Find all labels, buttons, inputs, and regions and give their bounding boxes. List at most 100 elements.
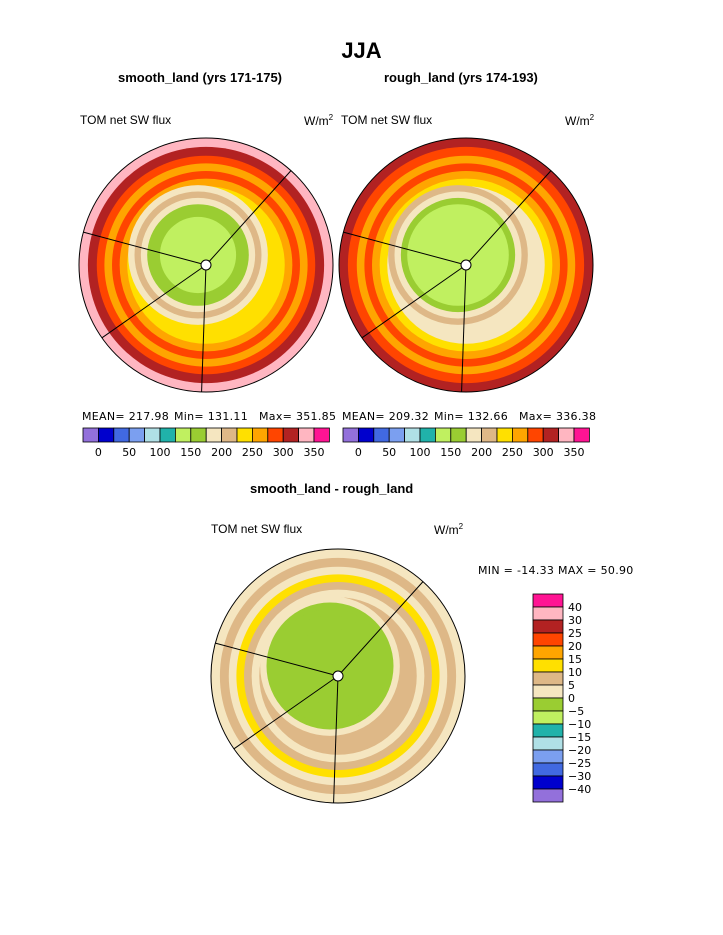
colorbar-tick-label: −30 [568,770,591,783]
colorbar-box [282,427,300,443]
colorbar-box [532,762,564,777]
colorbar-tick-label: 150 [440,446,461,459]
colorbar-box [481,427,498,443]
panel3-units: W/m2 [434,522,464,537]
colorbar-box [236,427,253,443]
colorbar-box [404,427,421,443]
pole-marker [460,259,472,271]
colorbar-box [221,427,238,443]
colorbar-tick-label: 40 [568,601,582,614]
colorbar-tick-label: 0 [355,446,362,459]
colorbar-tick-label: 10 [568,666,582,679]
panel1-subtitle: smooth_land (yrs 171-175) [118,70,283,85]
panel3-subtitle: smooth_land - rough_land [250,481,414,496]
colorbar-tick-label: −15 [568,731,591,744]
panel2-units: W/m2 [565,113,595,128]
map-border [78,137,334,393]
sector-boundary [465,170,552,266]
sector-boundary [361,264,467,339]
colorbar-panel1: 0 50 100 150 200 250 300 350 [82,427,330,459]
colorbar-box [313,427,330,443]
colorbar-box [527,427,544,443]
colorbar-box [532,775,564,790]
colorbar-tick-label: 150 [180,446,201,459]
colorbar-tick-label: 200 [211,446,232,459]
colorbar-tick-label: 250 [502,446,523,459]
panel2-subtitle: rough_land (yrs 174-193) [384,70,538,85]
colorbar-box [298,427,315,443]
colorbar-box [419,427,436,443]
panel1-units: W/m2 [304,113,334,128]
colorbar-tick-label: −20 [568,744,591,757]
panel1-min: Min= 131.11 [174,410,249,423]
colorbar-box [82,427,99,443]
panel2-mean: MEAN= 209.32 [342,410,429,423]
polar-map-2 [338,137,594,393]
colorbar-box [532,749,564,764]
colorbar-box [532,606,564,621]
colorbar-box [532,684,564,699]
colorbar-tick-label: 0 [95,446,102,459]
colorbar-box [174,427,192,443]
colorbar-tick-label: 350 [564,446,585,459]
colorbar-tick-label: −10 [568,718,591,731]
colorbar-box [532,632,564,647]
colorbar-box [532,645,564,660]
colorbar-tick-label: −40 [568,783,591,796]
sector-boundary [215,642,339,677]
colorbar-box [144,427,161,443]
sector-boundary [337,581,424,677]
colorbar-tick-label: 250 [242,446,263,459]
pole-marker [332,670,344,682]
sector-boundary [461,264,467,392]
colorbar-box [532,697,564,712]
colorbar-tick-label: 300 [533,446,554,459]
polar-map-3 [210,548,466,804]
colorbar-tick-label: 30 [568,614,582,627]
colorbar-box [558,427,575,443]
colorbar-box [465,427,483,443]
polar-map-1 [78,137,334,393]
colorbar-tick-label: −25 [568,757,591,770]
colorbar-box [532,788,564,803]
colorbar-box [205,427,222,443]
colorbar-tick-label: 25 [568,627,582,640]
panel2-min: Min= 132.66 [434,410,509,423]
colorbar-tick-label: 20 [568,640,582,653]
map-border [210,548,466,804]
colorbar-box [532,658,564,673]
pole-marker [200,259,212,271]
panel1-mean: MEAN= 217.98 [82,410,169,423]
colorbar-box [532,710,564,725]
colorbar-box [128,427,145,443]
panel3-variable: TOM net SW flux [211,522,303,536]
sector-boundary [101,264,207,339]
colorbar-tick-label: 100 [150,446,171,459]
colorbar-box [532,736,564,751]
panel2-max: Max= 336.38 [519,410,597,423]
panel3-minmax: MIN = -14.33 MAX = 50.90 [478,564,634,577]
colorbar-panel2: 0 50 100 150 200 250 300 350 [342,427,590,459]
colorbar-box [542,427,560,443]
colorbar-box [190,427,207,443]
colorbar-box [532,619,564,634]
contour-band [159,216,237,294]
colorbar-box [512,427,529,443]
colorbar-box [532,671,564,686]
sector-boundary [233,675,339,750]
colorbar-tick-label: 350 [304,446,325,459]
colorbar-box [342,427,359,443]
colorbar-box [434,427,452,443]
colorbar-tick-label: 50 [382,446,396,459]
colorbar-box [450,427,467,443]
colorbar-box [388,427,406,443]
panel2-variable: TOM net SW flux [341,113,433,127]
map-border [338,137,594,393]
sector-boundary [333,675,339,803]
colorbar-box [532,723,564,738]
colorbar-box [98,427,115,443]
colorbar-box [251,427,269,443]
